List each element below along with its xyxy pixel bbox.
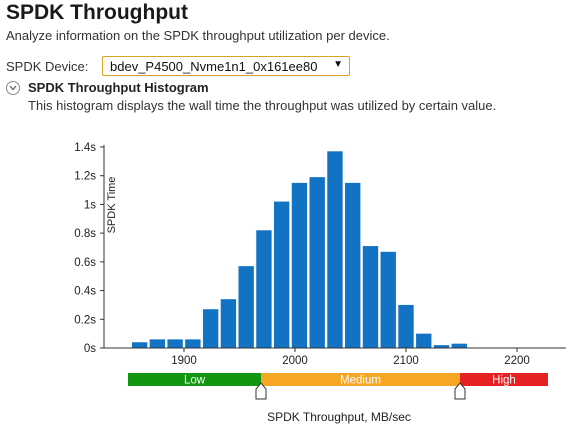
y-tick-label: 0s [84,343,96,355]
y-axis-title: SPDK Time [106,177,118,234]
histogram-bar [291,182,308,348]
range-label-medium: Medium [340,375,381,387]
chevron-down-icon: ▼ [333,59,343,70]
y-tick-label: 1s [84,199,96,211]
page-title: SPDK Throughput [6,1,188,24]
range-medium [261,373,460,386]
range-label-low: Low [184,375,206,387]
histogram-bar [362,246,379,348]
histogram-bar [131,342,148,348]
x-tick-label: 2100 [393,355,419,367]
x-tick-label: 2000 [282,355,308,367]
throughput-histogram: 0s 0.2s 0.4s 0.6s 0.8s 1s 1.2s 1.4s 1900 2000 210… [74,142,566,424]
x-axis-title: SPDK Throughput, MB/sec [267,410,411,424]
histogram-bar [451,343,467,348]
y-tick-label: 1.4s [74,142,96,154]
x-tick-label: 1900 [171,355,197,367]
range-high [460,373,548,386]
histogram-bar [309,177,325,348]
histogram-bar [149,339,166,348]
histogram-bar [433,345,450,348]
y-tick-label: 1.2s [74,171,96,183]
range-label-high: High [492,375,516,387]
histogram-bar [202,309,219,348]
histogram-bar [256,230,272,348]
threshold-handle[interactable] [454,382,466,400]
histogram-bar [345,182,361,348]
y-tick-label: 0.4s [74,286,96,298]
device-select-value: bdev_P4500_Nvme1n1_0x161ee80 [110,59,318,74]
histogram-bar [167,339,183,348]
section-description: This histogram displays the wall time th… [28,98,497,113]
range-low [128,373,261,386]
collapse-section-button[interactable] [6,81,20,95]
histogram-bar [238,266,254,348]
histogram-bar [274,201,290,348]
histogram-bar [220,299,237,348]
x-tick-label: 2200 [504,355,530,367]
section-title: SPDK Throughput Histogram [28,80,209,95]
histogram-bar [327,151,343,348]
histogram-bar [416,333,432,348]
device-select[interactable]: bdev_P4500_Nvme1n1_0x161ee80 ▼ [102,56,350,76]
page-subtitle: Analyze information on the SPDK throughp… [6,28,390,43]
chevron-down-icon [9,85,17,91]
histogram-bar [380,251,396,348]
histogram-bar [398,304,414,348]
y-tick-label: 0.8s [74,228,96,240]
device-label: SPDK Device: [6,59,89,74]
y-tick-label: 0.6s [74,257,96,269]
histogram-bar [185,339,201,348]
y-tick-label: 0.2s [74,314,96,326]
threshold-handle[interactable] [255,382,267,400]
